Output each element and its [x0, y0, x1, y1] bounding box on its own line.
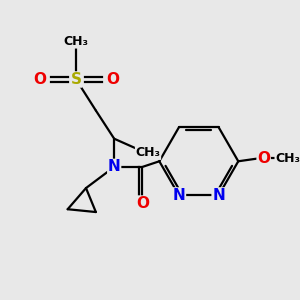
Text: O: O — [33, 72, 46, 87]
Text: S: S — [70, 72, 82, 87]
Text: CH₃: CH₃ — [275, 152, 300, 165]
Text: O: O — [106, 72, 119, 87]
Text: O: O — [257, 151, 270, 166]
Text: CH₃: CH₃ — [136, 146, 160, 159]
Text: O: O — [136, 196, 149, 211]
Text: N: N — [173, 188, 185, 203]
Text: N: N — [108, 159, 121, 174]
Text: CH₃: CH₃ — [64, 35, 88, 48]
Text: N: N — [212, 188, 225, 203]
